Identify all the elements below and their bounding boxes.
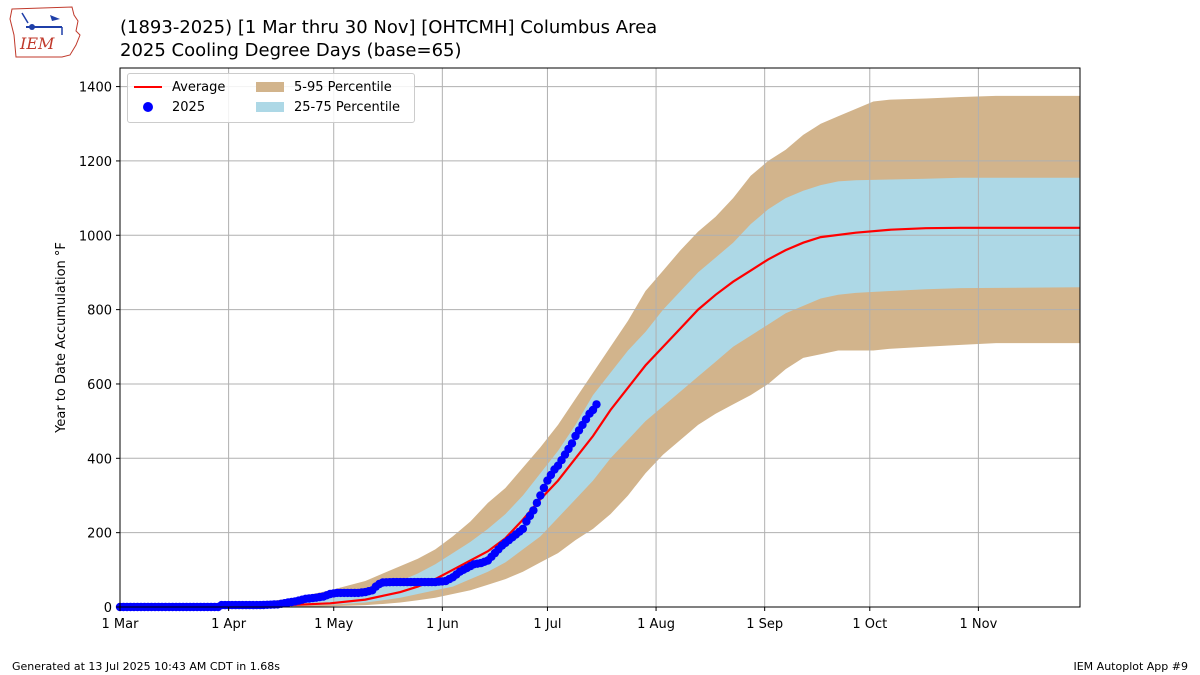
band-25-75-percentile — [120, 177, 1080, 607]
observed-point — [536, 491, 545, 500]
legend-swatch-2025 — [134, 101, 162, 113]
x-tick-label: 1 Jul — [533, 617, 561, 632]
average-series — [120, 226, 1080, 609]
plot-frame — [119, 67, 1081, 608]
legend-swatch-p5-95 — [256, 82, 284, 92]
observed-point — [567, 439, 577, 448]
footer-generated-text: Generated at 13 Jul 2025 10:43 AM CDT in… — [12, 660, 280, 673]
observed-point — [518, 524, 528, 534]
legend-swatch-average — [134, 86, 162, 88]
y-tick-label: 1000 — [79, 229, 112, 244]
legend-label-2025: 2025 — [172, 99, 206, 115]
observed-point — [529, 506, 538, 515]
legend-item-average: Average — [134, 78, 225, 96]
chart-subtitle: 2025 Cooling Degree Days (base=65) — [120, 40, 462, 61]
footer-app-text: IEM Autoplot App #9 — [1073, 660, 1188, 673]
legend-swatch-p25-75 — [256, 102, 284, 112]
x-tick-label: 1 Nov — [960, 617, 998, 632]
x-tick-label: 1 Jun — [426, 617, 459, 632]
observed-point — [592, 400, 601, 409]
y-tick-label: 800 — [87, 304, 112, 319]
legend-label-p25-75: 25-75 Percentile — [294, 99, 401, 115]
legend-label-p5-95: 5-95 Percentile — [294, 79, 392, 95]
chart-title: (1893-2025) [1 Mar thru 30 Nov] [OHTCMH]… — [120, 17, 658, 38]
y-tick-label: 0 — [104, 601, 112, 616]
observed-point — [539, 483, 549, 493]
legend-label-average: Average — [172, 79, 226, 95]
x-tick-label: 1 Aug — [637, 617, 675, 632]
legend: Average 2025 5-95 Percentile 25-75 Perce… — [127, 73, 415, 123]
legend-item-2025: 2025 — [134, 98, 205, 116]
y-tick-label: 400 — [87, 452, 112, 467]
x-tick-label: 1 Apr — [211, 617, 247, 632]
y-tick-label: 600 — [87, 378, 112, 393]
x-tick-label: 1 Mar — [102, 617, 140, 632]
average-line — [120, 226, 1080, 609]
observed-point — [532, 498, 542, 508]
percentile-bands — [120, 95, 1080, 608]
legend-item-p25-75: 25-75 Percentile — [256, 98, 400, 116]
observed-series — [115, 400, 601, 612]
logo-text: IEM — [19, 34, 55, 53]
band-5-95-percentile — [120, 95, 1080, 608]
y-tick-label: 1200 — [79, 155, 112, 170]
y-tick-label: 1400 — [79, 81, 112, 96]
x-tick-label: 1 May — [314, 617, 354, 632]
y-tick-label: 200 — [87, 527, 112, 542]
legend-item-p5-95: 5-95 Percentile — [256, 78, 392, 96]
iem-logo: IEM — [9, 6, 81, 58]
x-tick-label: 1 Oct — [852, 617, 887, 632]
axis-ticks: 1 Mar 1 Apr 1 May 1 Jun 1 Jul 1 Aug 1 Sep 1 Oct… — [79, 81, 998, 632]
y-axis-label: Year to Date Accumulation °F — [54, 242, 69, 434]
x-tick-label: 1 Sep — [746, 617, 783, 632]
